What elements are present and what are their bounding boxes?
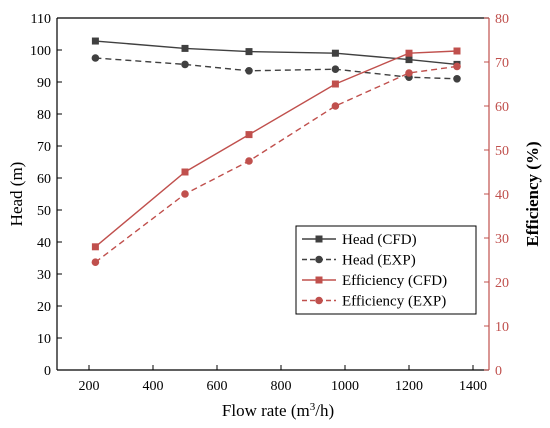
y-right-tick-label: 20 xyxy=(495,276,509,291)
data-point xyxy=(405,49,413,57)
legend-swatch-marker xyxy=(315,235,323,243)
series-line xyxy=(94,65,458,263)
data-point xyxy=(331,65,340,73)
data-point xyxy=(181,60,189,69)
data-point xyxy=(331,49,339,57)
data-point xyxy=(331,80,339,88)
series-1 xyxy=(91,54,461,83)
data-point xyxy=(91,54,100,62)
legend-label: Head (EXP) xyxy=(342,253,416,269)
y-left-tick-label: 50 xyxy=(37,204,51,219)
data-point xyxy=(405,69,413,77)
x-axis-title: Flow rate (m3/h) xyxy=(222,401,334,420)
y-right-tick-label: 60 xyxy=(495,100,509,115)
legend-item: Head (EXP) xyxy=(302,253,416,269)
legend-swatch-marker xyxy=(315,296,323,305)
x-tick-label: 800 xyxy=(271,379,292,394)
data-point xyxy=(453,62,461,71)
y-left-tick-label: 20 xyxy=(37,300,51,315)
y-right-tick-label: 40 xyxy=(495,188,509,203)
y-left-tick-label: 0 xyxy=(44,364,51,379)
legend-item: Efficiency (EXP) xyxy=(302,294,446,310)
y-right-tick-label: 30 xyxy=(495,232,509,247)
x-axis-title-tail: /h) xyxy=(315,401,334,420)
data-point xyxy=(91,243,99,251)
legend-item: Head (CFD) xyxy=(302,232,417,248)
x-tick-label: 200 xyxy=(79,379,100,394)
y-left-tick-label: 70 xyxy=(37,140,51,155)
y-axis-left-title: Head (m) xyxy=(7,162,26,227)
x-tick-label: 400 xyxy=(143,379,164,394)
legend-label: Efficiency (CFD) xyxy=(342,273,447,289)
y-right-tick-label: 50 xyxy=(495,144,509,159)
y-left-tick-label: 80 xyxy=(37,108,51,123)
series-line xyxy=(95,57,458,80)
legend-swatch-marker xyxy=(315,255,323,264)
legend-box xyxy=(295,225,477,315)
y-left-tick-label: 90 xyxy=(37,76,51,91)
data-point xyxy=(453,47,461,55)
data-point xyxy=(405,56,413,64)
legend-swatch-marker xyxy=(315,276,323,284)
data-point xyxy=(181,168,189,176)
data-point xyxy=(453,75,461,83)
data-point xyxy=(91,37,99,45)
series-3 xyxy=(91,62,461,267)
data-point xyxy=(245,157,253,165)
x-axis-title-sup: 3 xyxy=(310,401,316,413)
y-right-tick-label: 0 xyxy=(495,364,502,379)
x-tick-label: 600 xyxy=(207,379,228,394)
y-left-tick-label: 40 xyxy=(37,236,51,251)
legend: Head (CFD) Head (EXP) Efficiency (CFD) Effi… xyxy=(295,225,477,315)
y-left-tick-label: 110 xyxy=(31,12,51,27)
data-point xyxy=(181,190,189,198)
x-tick-label: 1400 xyxy=(459,379,487,394)
axes: 200 400 600 800 1000 1200 14000102030405060708… xyxy=(30,12,509,394)
data-point xyxy=(245,67,253,75)
series-line xyxy=(95,40,458,66)
y-left-tick-label: 10 xyxy=(37,332,51,347)
series-0 xyxy=(91,37,461,68)
legend-item: Efficiency (CFD) xyxy=(302,273,447,289)
series-line xyxy=(94,50,458,248)
data-point xyxy=(245,131,253,139)
data-point xyxy=(331,102,340,110)
data-point xyxy=(91,258,100,267)
y-axis-right-title: Efficiency (%) xyxy=(523,141,542,246)
y-right-tick-label: 80 xyxy=(495,12,509,27)
series-layer xyxy=(91,37,461,267)
x-axis-title-base: Flow rate (m xyxy=(222,401,310,420)
x-tick-label: 1200 xyxy=(395,379,423,394)
series-2 xyxy=(91,47,461,251)
data-point xyxy=(245,48,253,56)
y-left-tick-label: 30 xyxy=(37,268,51,283)
legend-label: Head (CFD) xyxy=(342,232,417,248)
x-tick-label: 1000 xyxy=(331,379,359,394)
y-right-tick-label: 10 xyxy=(495,320,509,335)
legend-label: Efficiency (EXP) xyxy=(342,294,446,310)
y-left-tick-label: 60 xyxy=(37,172,51,187)
y-left-tick-label: 100 xyxy=(30,44,51,59)
data-point xyxy=(181,44,189,52)
y-right-tick-label: 70 xyxy=(495,56,509,71)
